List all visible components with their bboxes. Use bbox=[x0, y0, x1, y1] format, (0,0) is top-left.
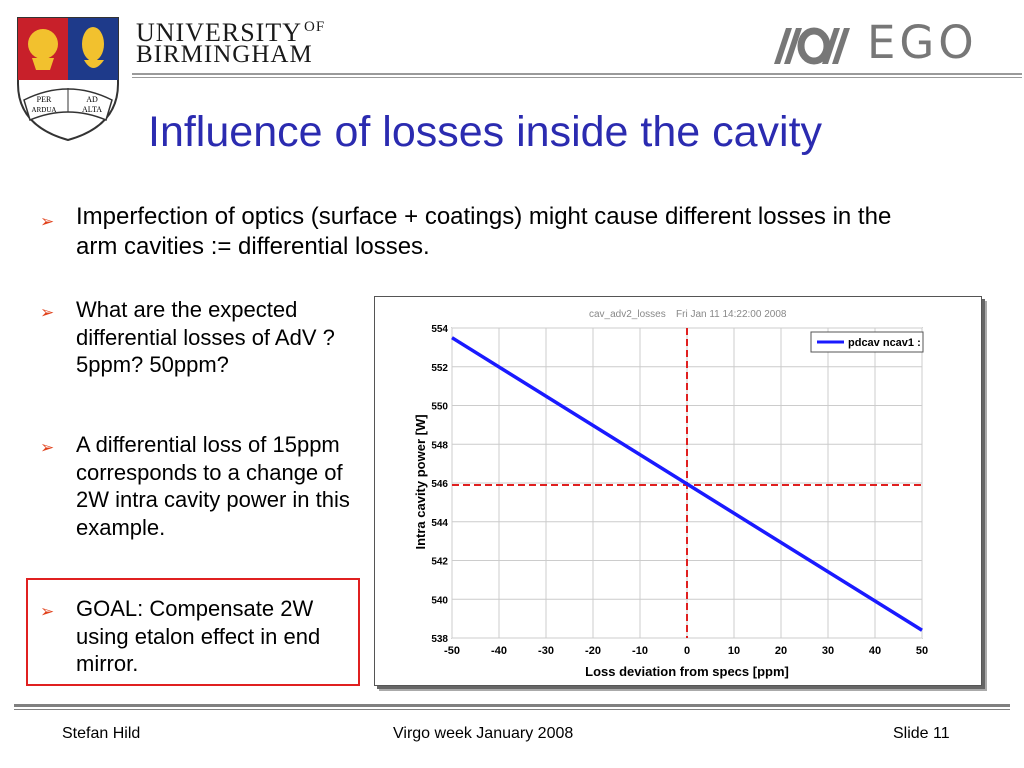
chart-header-name: cav_adv2_losses bbox=[589, 309, 666, 320]
chart-legend: pdcav ncav1 : bbox=[810, 331, 924, 353]
bullet-arrow-icon: ➢ bbox=[40, 212, 55, 232]
x-tick-label: -40 bbox=[491, 645, 507, 657]
motto-word: ALTA bbox=[82, 105, 102, 114]
y-tick-label: 548 bbox=[431, 440, 448, 451]
x-tick-label: -20 bbox=[585, 645, 601, 657]
goal-highlight-box bbox=[26, 578, 360, 686]
y-tick-label: 540 bbox=[431, 595, 448, 606]
motto-word: ARDUA bbox=[32, 106, 57, 114]
header-divider bbox=[132, 77, 1022, 78]
legend-label: pdcav ncav1 : bbox=[848, 337, 921, 349]
x-axis-label: Loss deviation from specs [ppm] bbox=[585, 664, 789, 679]
bullet-text: What are the expected differential losse… bbox=[76, 297, 335, 377]
loss-power-chart: -50 -40 -30 -20 -10 0 10 20 30 40 50 538 540 542 544 54… bbox=[413, 309, 928, 679]
footer-author: Stefan Hild bbox=[62, 725, 141, 742]
x-tick-label: -50 bbox=[444, 645, 460, 657]
y-tick-label: 552 bbox=[431, 363, 448, 374]
footer-slide-number: Slide 11 bbox=[893, 725, 950, 742]
x-tick-label: 10 bbox=[728, 645, 740, 657]
y-axis-label: Intra cavity power [W] bbox=[413, 414, 428, 549]
x-tick-label: 50 bbox=[916, 645, 928, 657]
footer-divider bbox=[14, 704, 1010, 707]
y-tick-label: 546 bbox=[431, 479, 448, 490]
y-tick-label: 554 bbox=[431, 324, 448, 335]
bullet-text: GOAL: Compensate 2W using etalon effect … bbox=[76, 596, 321, 676]
bullet-goal: ➢ GOAL: Compensate 2W using etalon effec… bbox=[40, 595, 350, 678]
bullet-expected-losses: ➢ What are the expected differential los… bbox=[40, 296, 350, 379]
x-tick-label: 30 bbox=[822, 645, 834, 657]
bullet-text: Imperfection of optics (surface + coatin… bbox=[76, 203, 892, 260]
bullet-text: A differential loss of 15ppm corresponds… bbox=[76, 432, 350, 540]
university-crest-logo: PER AD ARDUA ALTA bbox=[14, 14, 122, 144]
y-tick-label: 544 bbox=[431, 518, 448, 529]
university-name-line2: BIRMINGHAM bbox=[136, 41, 313, 68]
bullet-differential-losses: ➢ Imperfection of optics (surface + coat… bbox=[40, 202, 920, 262]
x-tick-label: 40 bbox=[869, 645, 881, 657]
y-tick-label: 538 bbox=[431, 634, 448, 645]
header-divider bbox=[132, 73, 1022, 75]
motto-word: AD bbox=[86, 95, 98, 104]
university-name-line1: UNIVERSITY OF bbox=[136, 18, 325, 48]
bullet-arrow-icon: ➢ bbox=[40, 438, 55, 458]
bullet-15ppm-example: ➢ A differential loss of 15ppm correspon… bbox=[40, 431, 350, 541]
ego-logo-text: EGO bbox=[867, 16, 978, 69]
y-tick-label: 542 bbox=[431, 557, 448, 568]
x-tick-label: 20 bbox=[775, 645, 787, 657]
university-word: UNIVERSITY bbox=[136, 18, 302, 47]
footer-divider bbox=[14, 709, 1010, 710]
slide-title: Influence of losses inside the cavity bbox=[148, 108, 823, 156]
chart-header-date: Fri Jan 11 14:22:00 2008 bbox=[676, 309, 787, 320]
series-line bbox=[451, 336, 923, 632]
x-tick-label: -30 bbox=[538, 645, 554, 657]
motto-word: PER bbox=[37, 95, 52, 104]
bullet-arrow-icon: ➢ bbox=[40, 602, 55, 622]
y-tick-label: 550 bbox=[431, 402, 448, 413]
x-tick-label: 0 bbox=[684, 645, 690, 657]
x-tick-label: -10 bbox=[632, 645, 648, 657]
university-of: OF bbox=[304, 19, 326, 35]
footer-event: Virgo week January 2008 bbox=[393, 725, 574, 742]
ego-logo-icon bbox=[772, 24, 852, 68]
bullet-arrow-icon: ➢ bbox=[40, 303, 55, 323]
